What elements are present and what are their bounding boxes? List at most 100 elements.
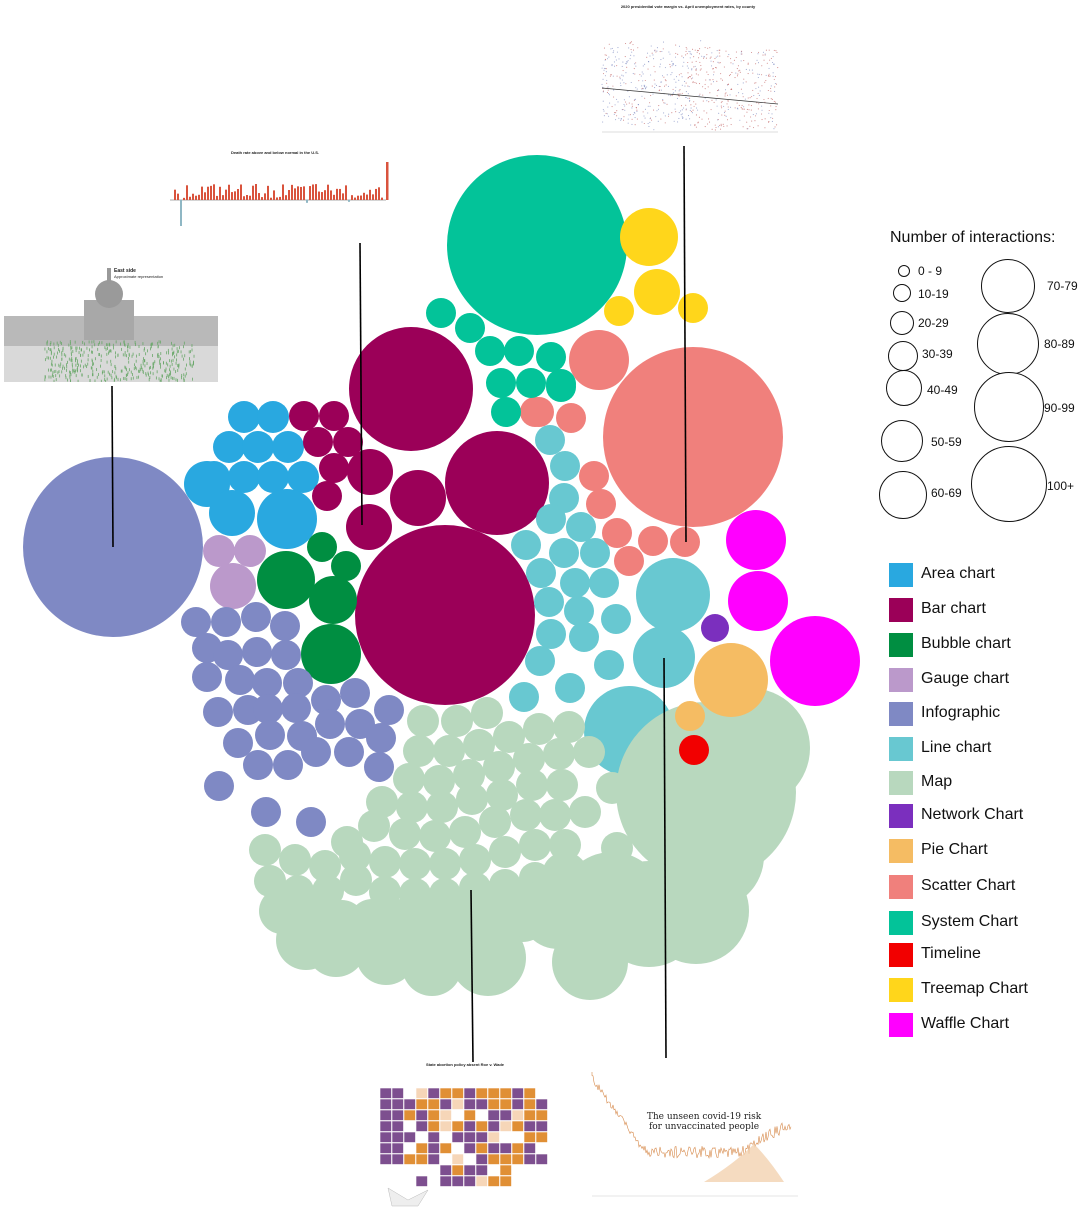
size-legend-circle (886, 370, 922, 406)
bubble (525, 646, 555, 676)
scatter-point (678, 95, 680, 97)
figure (87, 354, 89, 358)
bubble (479, 806, 511, 838)
scatter-point (730, 117, 732, 119)
figure (92, 369, 94, 373)
bubble (536, 342, 566, 372)
legend-swatch (889, 911, 913, 935)
state (379, 1087, 392, 1099)
figure (191, 364, 193, 368)
scatter-point (727, 108, 729, 110)
scatter-point (764, 127, 766, 129)
figure (80, 359, 82, 363)
bubble (550, 451, 580, 481)
figure (93, 340, 95, 344)
figure (173, 376, 175, 380)
scatter-point (602, 100, 604, 102)
figure (51, 363, 53, 367)
figure (71, 364, 73, 368)
scatter-point (695, 103, 697, 105)
scatter-point (616, 65, 618, 67)
state (379, 1142, 392, 1154)
scatter-point (718, 52, 720, 54)
scatter-point (710, 83, 712, 85)
figure (51, 350, 52, 354)
figure (86, 365, 88, 369)
scatter-point (708, 79, 710, 81)
size-legend-circle (981, 259, 1035, 313)
figure (51, 373, 53, 377)
figure (173, 350, 175, 354)
state (379, 1120, 392, 1132)
figure (79, 369, 81, 373)
figure (127, 371, 129, 375)
size-legend-label: 40-49 (927, 383, 958, 397)
bar (255, 184, 257, 200)
state (439, 1131, 452, 1143)
figure (186, 363, 187, 367)
scatter-point (611, 65, 613, 67)
bubble (569, 330, 629, 390)
scatter-point (715, 99, 717, 101)
scatter-point (724, 114, 726, 116)
state (475, 1142, 488, 1154)
scatter-point (655, 116, 657, 118)
scatter-point (628, 102, 630, 104)
figure (75, 357, 76, 361)
scatter-point (741, 104, 743, 106)
figure (81, 373, 83, 377)
figure (180, 350, 182, 354)
bubble (636, 558, 710, 632)
scatter-point (774, 101, 776, 103)
bubble (594, 650, 624, 680)
bubble (356, 925, 416, 985)
bubble (463, 729, 495, 761)
figure (102, 369, 104, 373)
scatter-point (735, 57, 737, 59)
bubble (213, 431, 245, 463)
scatter-point (606, 79, 608, 81)
scatter-point (603, 69, 605, 71)
bar (270, 197, 272, 200)
figure (106, 377, 108, 381)
scatter-point (739, 119, 741, 121)
bar (204, 192, 206, 200)
figure (139, 369, 141, 373)
scatter-point (685, 104, 687, 106)
figure (169, 364, 171, 368)
scatter-point (775, 50, 777, 52)
scatter-point (741, 50, 743, 52)
scatter-point (650, 94, 652, 97)
bar (192, 193, 194, 200)
scatter-point (661, 50, 663, 53)
state (487, 1142, 500, 1154)
figure (70, 379, 71, 382)
state (415, 1142, 428, 1154)
figure (75, 374, 77, 378)
figure (133, 367, 135, 371)
scatter-point (772, 56, 774, 58)
bar (327, 184, 329, 200)
state (391, 1153, 404, 1165)
scatter-point (719, 62, 721, 64)
scatter-point (606, 58, 609, 60)
figure (70, 358, 72, 362)
legend-item: Network Chart (889, 804, 1079, 830)
scatter-point (694, 81, 696, 84)
size-legend-circle (898, 265, 910, 277)
bar (279, 196, 281, 200)
scatter-point (636, 118, 638, 120)
figure (97, 347, 99, 351)
figure (71, 357, 73, 361)
state (379, 1153, 392, 1165)
scatter-point (627, 122, 629, 124)
figure (82, 353, 84, 357)
scatter-point (716, 90, 719, 92)
figure (160, 362, 161, 366)
figure (53, 342, 55, 346)
scatter-point (755, 115, 757, 117)
figure (112, 343, 114, 347)
scatter-point (623, 116, 625, 118)
figure (148, 378, 150, 382)
bar (186, 185, 188, 200)
